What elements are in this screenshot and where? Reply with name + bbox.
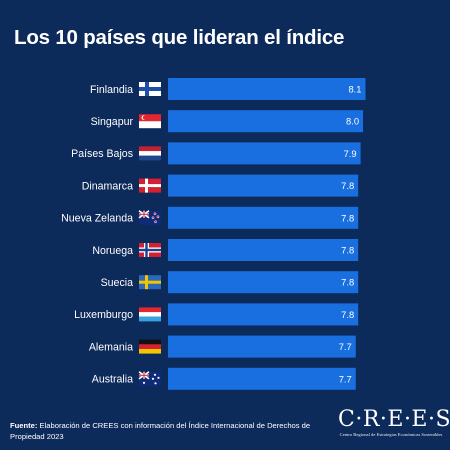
bar-row-noruega: Noruega 7.8	[92, 239, 359, 261]
bar-row-singapur: Singapur 8.0	[91, 110, 364, 133]
bar-row-nueva-zelanda: Nueva Zelanda 7.8	[61, 206, 359, 229]
value-label: 7.8	[341, 309, 354, 320]
bar-row-luxemburgo: Luxemburgo 7.8	[74, 303, 359, 326]
netherlands-flag-icon	[139, 146, 161, 161]
finland-flag-icon	[139, 82, 161, 96]
germany-flag-icon	[139, 339, 161, 354]
value-label: 7.8	[341, 245, 354, 256]
bar-row-australia: Australia 7.7	[92, 367, 356, 390]
value-label: 8.1	[348, 84, 361, 95]
bar	[168, 367, 356, 390]
logo-wordmark: C·R·E·E·S	[338, 407, 450, 432]
category-label: Singapur	[91, 116, 134, 128]
bar	[168, 78, 366, 100]
bar-row-suecia: Suecia 7.8	[101, 271, 359, 294]
denmark-flag-icon	[139, 178, 161, 193]
bar-row-paises-bajos: Países Bajos 7.9	[71, 142, 361, 165]
value-label: 8.0	[346, 116, 359, 127]
singapore-flag-icon	[139, 114, 161, 129]
category-label: Noruega	[92, 245, 133, 257]
bar	[168, 335, 356, 358]
category-label: Luxemburgo	[74, 309, 133, 321]
crees-logo: C·R·E·E·S Centro Regional de Estrategias…	[338, 407, 450, 438]
source-text: Elaboración de CREES con información del…	[10, 421, 311, 441]
value-label: 7.8	[341, 180, 354, 191]
category-label: Dinamarca	[82, 180, 133, 192]
new-zealand-flag-icon	[138, 210, 161, 225]
bar	[168, 206, 359, 229]
value-label: 7.7	[339, 373, 352, 384]
source-label: Fuente:	[10, 421, 38, 430]
category-label: Alemania	[89, 341, 133, 353]
category-label: Nueva Zelanda	[61, 213, 133, 225]
bar	[168, 303, 359, 326]
australia-flag-icon	[138, 371, 161, 386]
bar-row-alemania: Alemania 7.7	[89, 335, 356, 358]
bar	[168, 142, 361, 165]
bar-row-dinamarca: Dinamarca 7.8	[82, 174, 359, 197]
logo-subtitle: Centro Regional de Estrategias Económica…	[339, 432, 443, 437]
category-label: Finlandia	[90, 84, 133, 96]
value-label: 7.7	[339, 341, 352, 352]
bar	[168, 174, 359, 197]
bar	[168, 239, 359, 261]
value-label: 7.8	[341, 277, 354, 288]
sweden-flag-icon	[139, 275, 161, 290]
bar-row-finlandia: Finlandia 8.1	[90, 78, 366, 100]
category-label: Países Bajos	[71, 148, 133, 160]
value-label: 7.9	[344, 148, 357, 159]
luxembourg-flag-icon	[139, 307, 161, 322]
category-label: Australia	[92, 374, 133, 386]
norway-flag-icon	[139, 243, 161, 257]
category-label: Suecia	[101, 277, 133, 289]
page-title: Los 10 países que lideran el índice	[14, 26, 345, 49]
bar	[168, 110, 364, 133]
source-note: Fuente: Elaboración de CREES con informa…	[10, 420, 320, 442]
value-label: 7.8	[341, 212, 354, 223]
bar	[168, 271, 359, 294]
